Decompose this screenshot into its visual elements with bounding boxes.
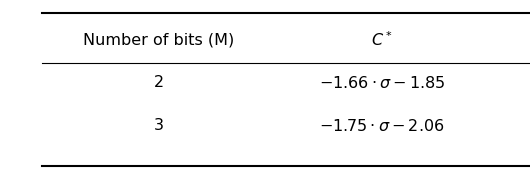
Text: $-1.75 \cdot \sigma - 2.06$: $-1.75 \cdot \sigma - 2.06$ <box>319 118 444 134</box>
Text: $-1.66 \cdot \sigma - 1.85$: $-1.66 \cdot \sigma - 1.85$ <box>319 75 445 91</box>
Text: 3: 3 <box>154 118 164 134</box>
Text: $C^*$: $C^*$ <box>370 30 393 49</box>
Text: Number of bits (M): Number of bits (M) <box>83 32 235 47</box>
Text: 2: 2 <box>154 75 164 90</box>
